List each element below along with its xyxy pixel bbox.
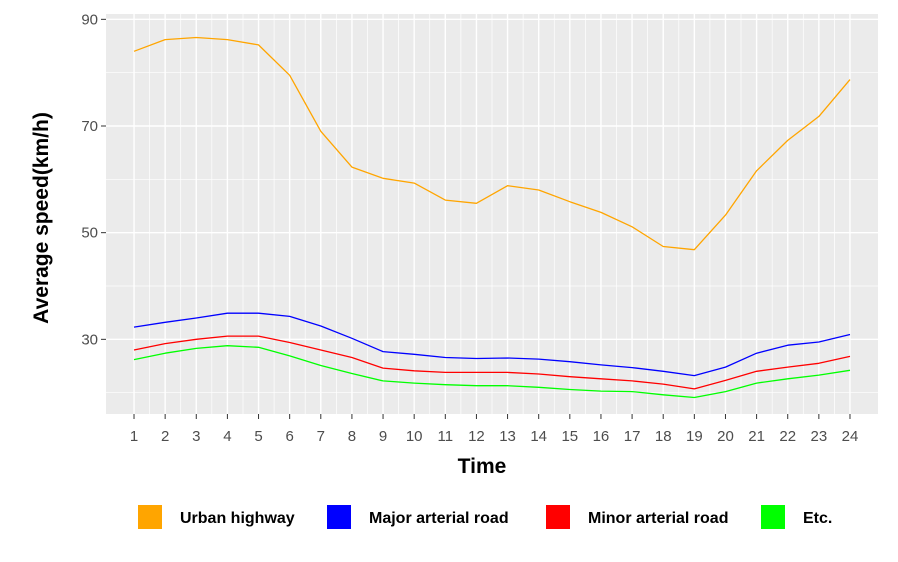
x-tick-label: 19 — [686, 428, 703, 445]
legend-label-etc: Etc. — [803, 510, 832, 527]
x-tick-label: 10 — [406, 428, 423, 445]
legend-swatch-etc — [761, 505, 785, 529]
legend-swatch-major-arterial-road — [327, 505, 351, 529]
x-tick-label: 14 — [530, 428, 547, 445]
x-tick-label: 18 — [655, 428, 672, 445]
legend-label-major-arterial-road: Major arterial road — [369, 510, 509, 527]
x-tick-label: 8 — [348, 428, 356, 445]
x-tick-label: 6 — [285, 428, 293, 445]
y-tick-label: 50 — [81, 225, 98, 242]
series-line-major-arterial-road — [133, 312, 851, 377]
x-tick-label: 15 — [561, 428, 578, 445]
x-tick-label: 2 — [161, 428, 169, 445]
y-axis-ticks: 30 50 70 90 — [81, 11, 106, 348]
y-tick-label: 90 — [81, 11, 98, 28]
x-axis-title: Time — [458, 455, 507, 478]
legend-swatch-minor-arterial-road — [546, 505, 570, 529]
x-tick-label: 5 — [254, 428, 262, 445]
series-line-minor-arterial-road — [133, 335, 851, 390]
x-tick-label: 12 — [468, 428, 485, 445]
grid-lines — [106, 14, 878, 414]
x-axis-ticks: 1 2 3 4 5 6 7 8 9 10 11 12 13 14 15 16 17 18 19 20 21 22 23 24 — [130, 414, 858, 445]
x-tick-label: 24 — [842, 428, 859, 445]
legend-swatch-urban-highway — [138, 505, 162, 529]
legend: Urban highway Major arterial road Minor ar… — [138, 505, 832, 529]
x-tick-label: 1 — [130, 428, 138, 445]
legend-label-minor-arterial-road: Minor arterial road — [588, 510, 728, 527]
x-tick-label: 22 — [779, 428, 796, 445]
x-tick-label: 9 — [379, 428, 387, 445]
x-tick-label: 23 — [811, 428, 828, 445]
x-tick-label: 3 — [192, 428, 200, 445]
series-line-urban-highway — [133, 36, 851, 251]
x-tick-label: 7 — [317, 428, 325, 445]
y-tick-label: 70 — [81, 118, 98, 135]
x-tick-label: 20 — [717, 428, 734, 445]
x-tick-label: 17 — [624, 428, 641, 445]
x-tick-label: 13 — [499, 428, 516, 445]
y-axis-title: Average speed(km/h) — [30, 112, 53, 324]
x-tick-label: 11 — [438, 428, 454, 445]
x-tick-label: 16 — [593, 428, 610, 445]
series-lines — [133, 36, 851, 399]
x-tick-label: 4 — [223, 428, 231, 445]
y-tick-label: 30 — [81, 331, 98, 348]
series-line-etc — [133, 345, 851, 399]
legend-label-urban-highway: Urban highway — [180, 510, 295, 527]
x-tick-label: 21 — [748, 428, 765, 445]
